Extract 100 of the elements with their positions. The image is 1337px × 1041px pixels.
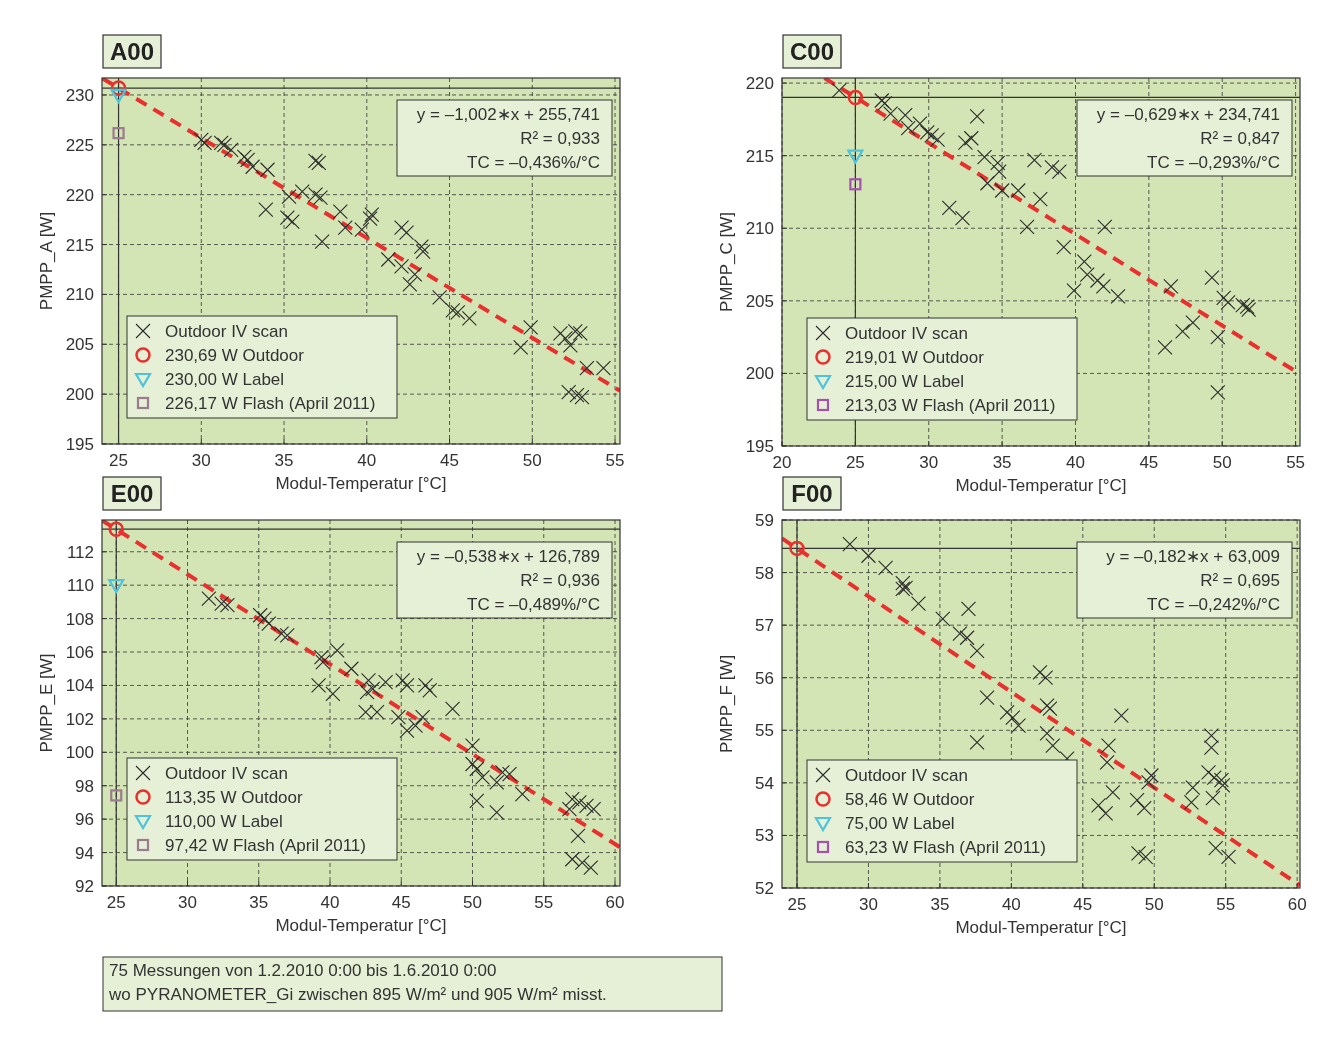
- x-tick-label: 25: [845, 453, 865, 472]
- y-tick-label: 104: [65, 676, 94, 696]
- legend-label: Outdoor IV scan: [845, 324, 968, 343]
- x-tick-label: 40: [1066, 453, 1085, 472]
- legend-label: 213,03 W Flash (April 2011): [845, 396, 1056, 415]
- y-tick-label: 52: [755, 879, 774, 898]
- legend-label: 110,00 W Label: [165, 812, 283, 831]
- y-axis-title: PMPP_F [W]: [717, 654, 736, 754]
- x-axis-title: Modul-Temperatur [°C]: [955, 476, 1127, 495]
- legend-label: 97,42 W Flash (April 2011): [165, 836, 366, 855]
- annotation: y = –0,538∗x + 126,789: [416, 547, 600, 566]
- legend-label: 75,00 W Label: [845, 814, 955, 833]
- y-tick-label: 96: [75, 810, 94, 830]
- y-tick-label: 108: [65, 609, 94, 629]
- y-tick-label: 200: [745, 364, 774, 384]
- y-tick-label: 200: [65, 385, 94, 405]
- x-tick-label: 50: [1212, 453, 1232, 472]
- x-tick-label: 55: [534, 893, 554, 912]
- annotation: y = –1,002∗x + 255,741: [416, 105, 600, 124]
- chart-title: E00: [110, 480, 154, 507]
- chart-title: F00: [791, 480, 833, 507]
- x-tick-label: 35: [274, 451, 294, 470]
- legend-label: Outdoor IV scan: [165, 322, 288, 341]
- annotation: R² = 0,695: [1200, 571, 1280, 590]
- x-tick-label: 55: [1216, 895, 1236, 914]
- legend-label: Outdoor IV scan: [165, 764, 288, 783]
- x-tick-label: 35: [992, 453, 1012, 472]
- legend-label: 215,00 W Label: [845, 372, 965, 391]
- x-tick-label: 25: [787, 895, 807, 914]
- x-tick-label: 50: [1144, 895, 1164, 914]
- legend-label: 58,46 W Outdoor: [845, 790, 975, 809]
- x-tick-label: 30: [858, 895, 878, 914]
- x-tick-label: 50: [463, 893, 482, 912]
- x-tick-label: 60: [605, 893, 625, 912]
- x-tick-label: 55: [1286, 453, 1306, 472]
- chart-title: C00: [789, 38, 835, 65]
- annotation: TC = –0,293%/°C: [1147, 153, 1280, 172]
- annotation: R² = 0,936: [520, 571, 600, 590]
- x-tick-label: 45: [440, 451, 459, 470]
- x-tick-label: 25: [109, 451, 129, 470]
- y-axis-title: PMPP_C [W]: [717, 211, 736, 313]
- legend-label: 219,01 W Outdoor: [845, 348, 985, 367]
- legend-label: 230,69 W Outdoor: [165, 346, 305, 365]
- x-tick-label: 55: [605, 451, 625, 470]
- text: 75 Messungen von 1.2.2010 0:00 bis 1.6.2010 0:00: [109, 961, 497, 980]
- y-tick-label: 112: [66, 542, 94, 562]
- y-tick-label: 58: [755, 563, 774, 583]
- legend-label: 63,23 W Flash (April 2011): [845, 838, 1046, 857]
- x-tick-label: 30: [919, 453, 939, 472]
- legend-label: 113,35 W Outdoor: [165, 788, 303, 807]
- annotation: R² = 0,933: [520, 129, 600, 148]
- y-tick-label: 54: [755, 773, 774, 793]
- legend-label: 230,00 W Label: [165, 370, 285, 389]
- y-tick-label: 220: [745, 74, 774, 94]
- y-tick-label: 53: [755, 826, 774, 846]
- annotation: y = –0,629∗x + 234,741: [1096, 105, 1280, 124]
- y-tick-label: 225: [65, 135, 94, 155]
- y-tick-label: 55: [755, 721, 774, 741]
- y-tick-label: 92: [75, 877, 94, 896]
- x-tick-label: 35: [249, 893, 269, 912]
- legend-label: 226,17 W Flash (April 2011): [165, 394, 376, 413]
- annotation: TC = –0,242%/°C: [1147, 595, 1280, 614]
- y-tick-label: 210: [65, 285, 94, 305]
- x-tick-label: 45: [1073, 895, 1093, 914]
- y-tick-label: 56: [755, 668, 774, 688]
- y-tick-label: 210: [745, 219, 774, 239]
- y-tick-label: 220: [65, 185, 94, 205]
- x-tick-label: 30: [178, 893, 197, 912]
- x-tick-label: 50: [522, 451, 542, 470]
- annotation: y = –0,182∗x + 63,009: [1106, 547, 1280, 566]
- x-tick-label: 40: [1001, 895, 1021, 914]
- x-tick-label: 60: [1287, 895, 1307, 914]
- x-tick-label: 30: [191, 451, 211, 470]
- y-tick-label: 215: [745, 146, 774, 166]
- y-tick-label: 230: [65, 85, 94, 105]
- y-axis-title: PMPP_E [W]: [37, 653, 56, 753]
- y-tick-label: 205: [745, 291, 774, 311]
- y-tick-label: 59: [755, 511, 774, 530]
- x-tick-label: 40: [357, 451, 377, 470]
- annotation: TC = –0,489%/°C: [467, 595, 600, 614]
- y-tick-label: 98: [75, 776, 94, 796]
- y-tick-label: 106: [65, 643, 94, 663]
- y-tick-label: 110: [66, 576, 94, 596]
- x-tick-label: 25: [106, 893, 126, 912]
- y-tick-label: 195: [65, 435, 94, 454]
- chart-title: A00: [109, 38, 155, 65]
- x-tick-label: 40: [320, 893, 340, 912]
- y-tick-label: 102: [65, 709, 94, 729]
- annotation: R² = 0,847: [1200, 129, 1280, 148]
- y-tick-label: 205: [65, 335, 94, 355]
- x-tick-label: 45: [391, 893, 411, 912]
- y-tick-label: 195: [745, 437, 774, 456]
- annotation: TC = –0,436%/°C: [467, 153, 600, 172]
- y-tick-label: 57: [755, 616, 774, 636]
- x-axis-title: Modul-Temperatur [°C]: [955, 918, 1127, 937]
- y-tick-label: 94: [75, 843, 94, 863]
- text: wo PYRANOMETER_Gi zwischen 895 W/m² und 905 W/m² misst.: [108, 985, 607, 1004]
- y-axis-title: PMPP_A [W]: [37, 211, 56, 311]
- x-axis-title: Modul-Temperatur [°C]: [275, 474, 447, 493]
- x-axis-title: Modul-Temperatur [°C]: [275, 916, 447, 935]
